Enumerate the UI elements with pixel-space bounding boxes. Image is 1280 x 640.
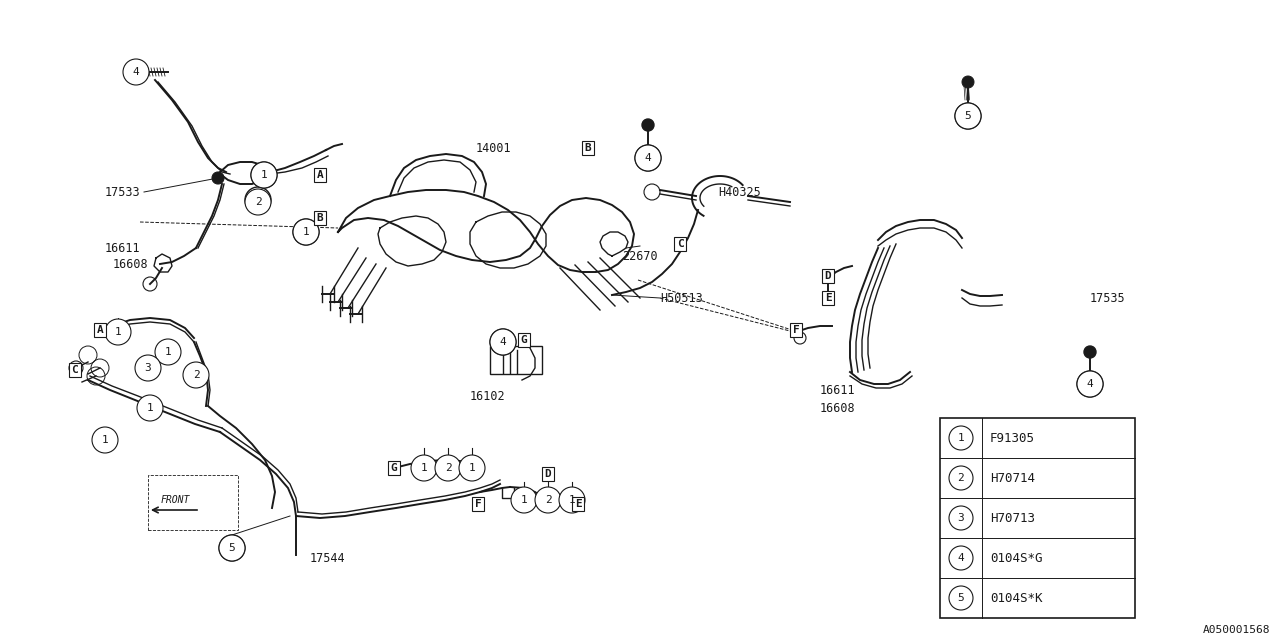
Text: 22670: 22670 (622, 250, 658, 262)
Circle shape (183, 362, 209, 388)
Text: FRONT: FRONT (160, 495, 189, 505)
Text: A: A (96, 325, 104, 335)
Text: A: A (316, 170, 324, 180)
Text: E: E (824, 293, 832, 303)
Circle shape (948, 426, 973, 450)
Circle shape (948, 586, 973, 610)
Text: 1: 1 (165, 347, 172, 357)
Circle shape (219, 535, 244, 561)
Text: 14001: 14001 (476, 141, 512, 154)
Text: 1: 1 (957, 433, 964, 443)
Circle shape (1076, 371, 1103, 397)
Circle shape (134, 355, 161, 381)
Circle shape (411, 455, 436, 481)
Text: 16102: 16102 (470, 390, 506, 403)
Circle shape (963, 76, 974, 88)
Circle shape (460, 455, 485, 481)
Text: 4: 4 (957, 553, 964, 563)
Text: 16608: 16608 (820, 401, 855, 415)
Text: 3: 3 (957, 513, 964, 523)
Circle shape (435, 455, 461, 481)
Text: 3: 3 (145, 363, 151, 373)
Text: C: C (72, 365, 78, 375)
Text: 1: 1 (568, 495, 576, 505)
Circle shape (92, 427, 118, 453)
Circle shape (643, 119, 654, 131)
Circle shape (1084, 346, 1096, 358)
Text: 2: 2 (444, 463, 452, 473)
Text: F91305: F91305 (989, 431, 1036, 445)
Text: G: G (521, 335, 527, 345)
Text: G: G (390, 463, 397, 473)
Text: 4: 4 (499, 337, 507, 347)
Text: A050001568: A050001568 (1202, 625, 1270, 635)
Circle shape (131, 67, 141, 77)
Text: 16608: 16608 (113, 257, 148, 271)
Text: 1: 1 (521, 495, 527, 505)
Circle shape (105, 319, 131, 345)
Circle shape (212, 172, 224, 184)
Circle shape (123, 59, 148, 85)
Circle shape (955, 103, 980, 129)
Text: 17533: 17533 (105, 186, 141, 198)
Text: 1: 1 (115, 327, 122, 337)
Circle shape (948, 466, 973, 490)
Text: 2: 2 (544, 495, 552, 505)
Text: 0104S*G: 0104S*G (989, 552, 1042, 564)
Text: 1: 1 (468, 463, 475, 473)
Text: B: B (585, 143, 591, 153)
Circle shape (535, 487, 561, 513)
Circle shape (948, 546, 973, 570)
Text: 17544: 17544 (310, 552, 346, 564)
Circle shape (251, 162, 276, 188)
Text: 1: 1 (302, 227, 310, 237)
Circle shape (511, 487, 538, 513)
Text: 2: 2 (255, 197, 261, 207)
Text: 2: 2 (192, 370, 200, 380)
Text: H40325: H40325 (718, 186, 760, 200)
Text: F: F (475, 499, 481, 509)
Text: 1: 1 (261, 170, 268, 180)
Text: H70713: H70713 (989, 511, 1036, 525)
Circle shape (293, 219, 319, 245)
Text: 1: 1 (421, 463, 428, 473)
Text: F: F (792, 325, 800, 335)
Text: H50513: H50513 (660, 291, 703, 305)
Circle shape (137, 395, 163, 421)
Text: 1: 1 (147, 403, 154, 413)
Text: C: C (677, 239, 684, 249)
Text: 16611: 16611 (820, 383, 855, 397)
Text: 5: 5 (229, 543, 236, 553)
Text: 4: 4 (133, 67, 140, 77)
Text: 5: 5 (965, 111, 972, 121)
Text: 2: 2 (957, 473, 964, 483)
Text: 0104S*K: 0104S*K (989, 591, 1042, 605)
Circle shape (490, 329, 516, 355)
Text: E: E (575, 499, 581, 509)
Circle shape (155, 339, 180, 365)
Text: 4: 4 (1087, 379, 1093, 389)
Circle shape (635, 145, 660, 171)
Text: 5: 5 (957, 593, 964, 603)
Text: B: B (316, 213, 324, 223)
Text: D: D (824, 271, 832, 281)
Circle shape (948, 506, 973, 530)
Text: 16611: 16611 (105, 241, 141, 255)
Circle shape (244, 189, 271, 215)
Text: H70714: H70714 (989, 472, 1036, 484)
Text: 1: 1 (101, 435, 109, 445)
Circle shape (559, 487, 585, 513)
Text: 17535: 17535 (1091, 291, 1125, 305)
Text: D: D (544, 469, 552, 479)
Text: 4: 4 (645, 153, 652, 163)
